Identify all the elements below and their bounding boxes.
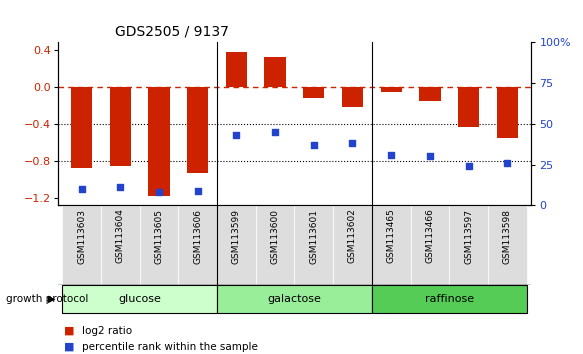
Text: ▶: ▶ bbox=[48, 294, 55, 304]
Bar bbox=[139, 205, 178, 285]
Bar bbox=[381, 87, 402, 92]
Bar bbox=[342, 87, 363, 107]
Text: growth protocol: growth protocol bbox=[6, 294, 88, 304]
Text: GSM113466: GSM113466 bbox=[426, 209, 434, 263]
Bar bbox=[71, 87, 92, 168]
Text: GDS2505 / 9137: GDS2505 / 9137 bbox=[115, 24, 229, 39]
Text: GSM113597: GSM113597 bbox=[464, 209, 473, 263]
Bar bbox=[372, 205, 410, 285]
Point bbox=[271, 129, 280, 135]
Bar bbox=[410, 205, 449, 285]
Text: GSM113605: GSM113605 bbox=[154, 209, 163, 263]
Point bbox=[77, 186, 86, 192]
Bar bbox=[178, 205, 217, 285]
Text: percentile rank within the sample: percentile rank within the sample bbox=[82, 342, 258, 352]
Bar bbox=[148, 87, 170, 196]
Text: raffinose: raffinose bbox=[424, 294, 474, 304]
Point bbox=[154, 189, 164, 195]
Text: GSM113598: GSM113598 bbox=[503, 209, 512, 263]
Point bbox=[387, 152, 396, 158]
Point bbox=[425, 154, 434, 159]
Text: GSM113600: GSM113600 bbox=[271, 209, 280, 263]
Point bbox=[309, 142, 318, 148]
Bar bbox=[303, 87, 324, 98]
Text: log2 ratio: log2 ratio bbox=[82, 326, 132, 336]
Text: GSM113606: GSM113606 bbox=[193, 209, 202, 263]
Bar bbox=[333, 205, 372, 285]
Bar bbox=[226, 52, 247, 87]
Bar bbox=[419, 87, 441, 101]
Text: glucose: glucose bbox=[118, 294, 161, 304]
Bar bbox=[62, 205, 101, 285]
Text: ■: ■ bbox=[64, 326, 75, 336]
Bar bbox=[449, 205, 488, 285]
Text: GSM113604: GSM113604 bbox=[116, 209, 125, 263]
Text: GSM113603: GSM113603 bbox=[77, 209, 86, 263]
Point bbox=[231, 132, 241, 138]
Bar bbox=[62, 285, 217, 313]
Text: GSM113601: GSM113601 bbox=[309, 209, 318, 263]
Point bbox=[115, 184, 125, 190]
Bar bbox=[497, 87, 518, 138]
Text: GSM113602: GSM113602 bbox=[348, 209, 357, 263]
Text: GSM113599: GSM113599 bbox=[232, 209, 241, 263]
Bar bbox=[217, 205, 256, 285]
Point bbox=[464, 164, 473, 169]
Bar bbox=[372, 285, 526, 313]
Bar bbox=[488, 205, 526, 285]
Bar bbox=[217, 285, 372, 313]
Text: GSM113465: GSM113465 bbox=[387, 209, 396, 263]
Point bbox=[193, 188, 202, 194]
Bar bbox=[187, 87, 208, 173]
Bar bbox=[101, 205, 139, 285]
Bar bbox=[110, 87, 131, 166]
Point bbox=[503, 160, 512, 166]
Bar bbox=[294, 205, 333, 285]
Bar bbox=[265, 57, 286, 87]
Bar bbox=[458, 87, 479, 127]
Bar bbox=[256, 205, 294, 285]
Text: ■: ■ bbox=[64, 342, 75, 352]
Point bbox=[348, 141, 357, 146]
Text: galactose: galactose bbox=[268, 294, 321, 304]
